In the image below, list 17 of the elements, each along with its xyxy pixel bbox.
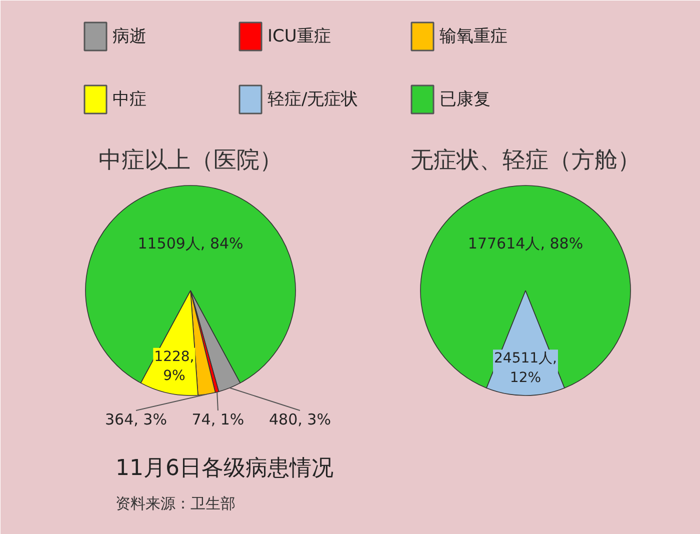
legend-label: 输氧重症 [440,26,508,46]
data-label: 480, 3% [268,410,331,428]
data-label: 24511人, 12% [494,350,558,386]
legend-label: 病逝 [112,26,146,46]
slice-label: 已康复 [440,90,490,110]
data-label: 1228, 9% [154,348,194,384]
text: 资料来源：卫生部 [116,494,236,512]
data-label: 11509人, 84% [138,234,244,252]
legend-label: 中症 [112,90,146,110]
data-label: 364, 3% [104,410,167,428]
text: 无症状、轻症（方舱） [410,148,640,174]
data-label: 177614人, 88% [468,234,584,252]
legend-label: ICU重症 [268,26,331,46]
data-label: 74, 1% [192,410,244,428]
text: 11月6日各级病患情况 [116,456,334,481]
legend-label: 轻症/无症状 [268,90,358,110]
text: 中症以上（医院） [98,148,282,174]
